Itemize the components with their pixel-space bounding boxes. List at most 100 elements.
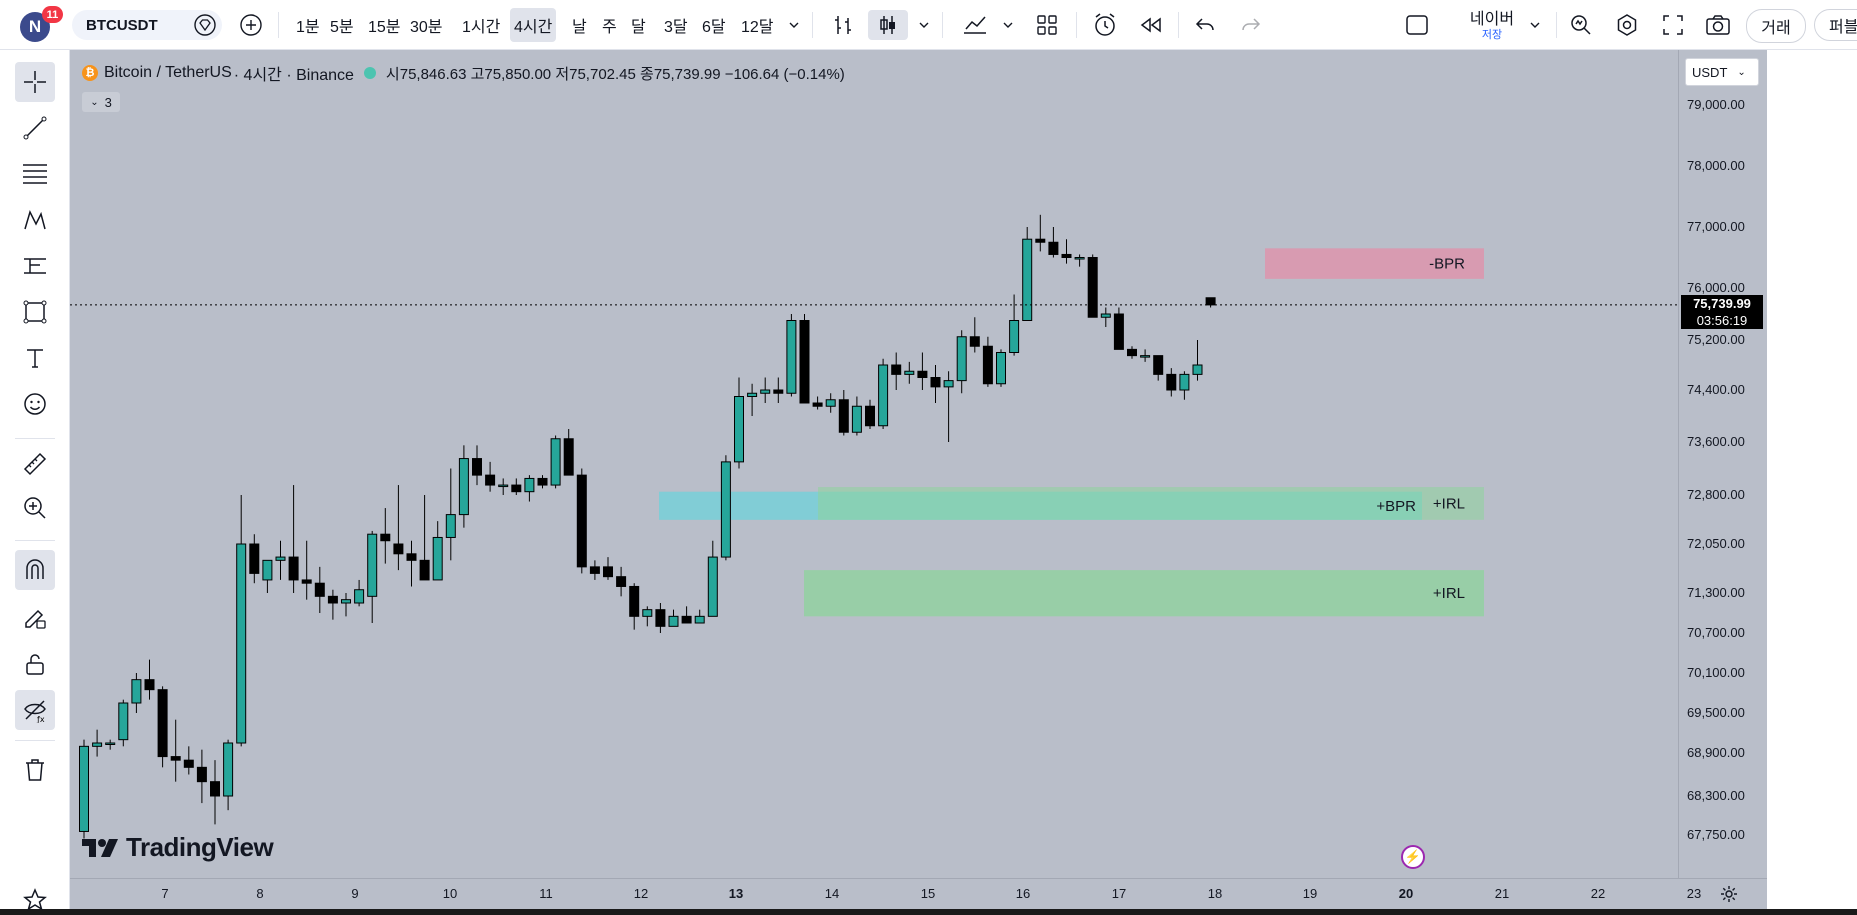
time-tick-label: 16: [1015, 886, 1031, 901]
candle-body: [904, 370, 915, 375]
tradingview-logo[interactable]: TradingView: [82, 832, 274, 863]
candle-body: [917, 370, 928, 378]
interval-날[interactable]: 날: [572, 19, 587, 36]
candle-body: [327, 595, 338, 604]
time-axis-settings-icon[interactable]: [1719, 884, 1739, 909]
candle-body: [498, 484, 509, 488]
price-tick-label: 67,750.00: [1687, 827, 1745, 842]
emoji-icon[interactable]: [15, 384, 55, 424]
interval-4시간[interactable]: 4시간: [510, 8, 557, 42]
interval-주[interactable]: 주: [602, 19, 617, 36]
favorites-star-icon[interactable]: [15, 885, 55, 915]
candle-body: [341, 599, 351, 604]
time-tick-label: 12: [633, 886, 649, 901]
trash-icon[interactable]: [15, 750, 55, 790]
candle-body: [838, 399, 849, 433]
projection-icon[interactable]: [15, 246, 55, 286]
indicators-dropdown-icon[interactable]: [998, 10, 1018, 40]
last-price-label: 75,739.99: [1681, 294, 1763, 313]
add-symbol-icon[interactable]: [236, 10, 266, 40]
interval-6달[interactable]: 6달: [702, 19, 726, 36]
right-sidebar: [1767, 50, 1857, 909]
replay-icon[interactable]: [1134, 10, 1168, 40]
publish-button[interactable]: 퍼블: [1814, 9, 1857, 41]
interval-3달[interactable]: 3달: [664, 19, 688, 36]
candle-body: [734, 396, 744, 463]
undo-icon[interactable]: [1190, 10, 1220, 40]
interval-달[interactable]: 달: [631, 19, 646, 36]
lightning-icon[interactable]: ⚡: [1401, 845, 1425, 869]
pattern-icon[interactable]: [15, 200, 55, 240]
hide-drawings-icon[interactable]: ƒx: [15, 690, 55, 730]
stay-in-drawing-icon[interactable]: [15, 598, 55, 638]
time-tick-label: 23: [1686, 886, 1702, 901]
price-tick-label: 75,200.00: [1687, 332, 1745, 347]
trend-line-icon[interactable]: [15, 108, 55, 148]
interval-dropdown-icon[interactable]: [784, 10, 804, 40]
notification-badge: 11: [42, 6, 63, 23]
candle-body: [603, 566, 613, 578]
fullscreen-icon[interactable]: [1658, 10, 1688, 40]
candle-body: [943, 380, 954, 388]
price-chart[interactable]: -BPR +BPR +IRL +IRL: [70, 50, 1767, 909]
quick-search-icon[interactable]: [1566, 10, 1596, 40]
alert-icon[interactable]: [1088, 10, 1122, 40]
redo-icon[interactable]: [1236, 10, 1266, 40]
candle-body: [1113, 313, 1124, 350]
interval-12달[interactable]: 12달: [741, 19, 774, 36]
indicators-collapse-button[interactable]: ⌄ 3: [82, 92, 120, 112]
trade-button[interactable]: 거래: [1746, 9, 1806, 43]
time-tick-label: 15: [920, 886, 936, 901]
templates-icon[interactable]: [1032, 10, 1062, 40]
rectangle-icon[interactable]: [15, 292, 55, 332]
indicators-icon[interactable]: [960, 10, 990, 40]
price-axis[interactable]: USDT ⌄ 79,000.00 78,000.00 77,000.00 76,000.…: [1678, 50, 1767, 909]
chart-type-dropdown-icon[interactable]: [914, 10, 934, 40]
chart-pane[interactable]: -BPR +BPR +IRL +IRL ₿ Bitcoin / TetherUS · …: [70, 50, 1767, 909]
interval-1분[interactable]: 1분: [296, 19, 320, 36]
candle-body: [589, 566, 600, 574]
zoom-in-icon[interactable]: [15, 488, 55, 528]
candle-body: [236, 543, 247, 744]
candle-chart-type-icon[interactable]: [868, 10, 908, 40]
layout-dropdown-icon[interactable]: [1524, 10, 1546, 40]
price-tick-label: 79,000.00: [1687, 97, 1745, 112]
bar-chart-type-icon[interactable]: [828, 10, 858, 40]
time-tick-label: 11: [539, 886, 553, 901]
layout-status: 저장: [1481, 29, 1503, 41]
candle-body: [786, 320, 797, 394]
symbol-search[interactable]: BTCUSDT: [72, 10, 222, 40]
interval-1시간[interactable]: 1시간: [462, 19, 501, 36]
interval-15분[interactable]: 15분: [368, 19, 401, 36]
time-tick-label: 19: [1302, 886, 1318, 901]
candle-body: [1074, 257, 1085, 260]
candle-body: [1100, 313, 1111, 318]
camera-icon[interactable]: [1702, 10, 1734, 40]
layout-select-icon[interactable]: [1402, 10, 1432, 40]
candle-body: [969, 336, 980, 347]
currency-select[interactable]: USDT ⌄: [1685, 58, 1759, 86]
settings-icon[interactable]: [1612, 10, 1642, 40]
symbol-label: BTCUSDT: [86, 16, 158, 34]
candle-body: [799, 320, 810, 404]
fib-retracement-icon[interactable]: [15, 154, 55, 194]
text-tool-icon[interactable]: [15, 338, 55, 378]
zone-label: -BPR: [1429, 256, 1465, 273]
zone-box: [804, 570, 1484, 617]
legend-pair[interactable]: Bitcoin / TetherUS: [104, 64, 232, 81]
ruler-icon[interactable]: [15, 444, 55, 484]
candle-body: [183, 759, 194, 768]
lock-icon[interactable]: [15, 644, 55, 684]
price-tick-label: 77,000.00: [1687, 219, 1745, 234]
interval-30분[interactable]: 30분: [410, 19, 443, 36]
magnet-icon[interactable]: [15, 550, 55, 590]
crosshair-icon[interactable]: [15, 62, 55, 102]
price-tick-label: 71,300.00: [1687, 585, 1745, 600]
candle-body: [878, 364, 889, 427]
diamond-icon[interactable]: [193, 14, 216, 36]
candle-body: [825, 399, 836, 407]
price-tick-label: 69,500.00: [1687, 705, 1745, 720]
interval-5분[interactable]: 5분: [330, 19, 354, 36]
layout-name-button[interactable]: 네이버 저장: [1444, 8, 1540, 44]
time-axis[interactable]: 7 8 9 10 11 12 13 14 15 16 17 18 19 20 21 22 23: [70, 878, 1767, 909]
